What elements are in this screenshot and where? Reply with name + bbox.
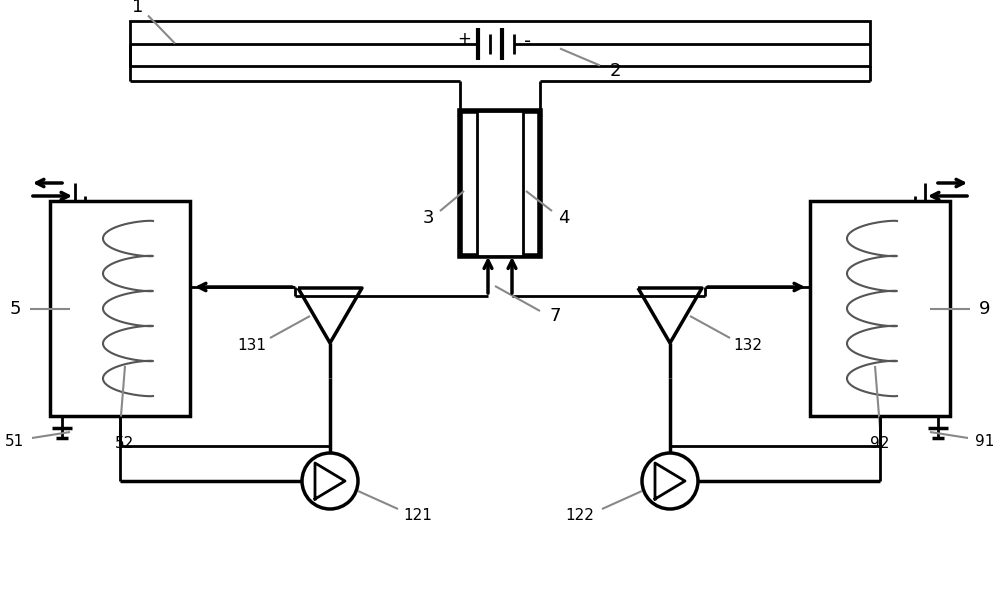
Text: 1: 1 bbox=[132, 0, 144, 16]
Text: 122: 122 bbox=[566, 508, 594, 524]
Text: 7: 7 bbox=[549, 307, 561, 325]
Bar bbox=[50, 201, 190, 416]
Bar bbox=[477, 111, 523, 256]
Text: 3: 3 bbox=[422, 209, 434, 227]
Text: 4: 4 bbox=[558, 209, 570, 227]
Text: 91: 91 bbox=[975, 434, 995, 450]
Bar bbox=[460, 111, 540, 256]
Text: +: + bbox=[457, 31, 471, 48]
Text: 121: 121 bbox=[404, 508, 432, 524]
Text: 5: 5 bbox=[9, 299, 21, 318]
Text: 51: 51 bbox=[5, 434, 25, 450]
Text: 9: 9 bbox=[979, 299, 991, 318]
Text: 2: 2 bbox=[609, 62, 621, 81]
Bar bbox=[130, 21, 870, 66]
Text: 52: 52 bbox=[115, 436, 135, 452]
Bar bbox=[810, 201, 950, 416]
Text: 92: 92 bbox=[870, 436, 890, 452]
Text: 131: 131 bbox=[238, 337, 266, 353]
Text: 132: 132 bbox=[734, 337, 763, 353]
Text: -: - bbox=[524, 32, 532, 51]
